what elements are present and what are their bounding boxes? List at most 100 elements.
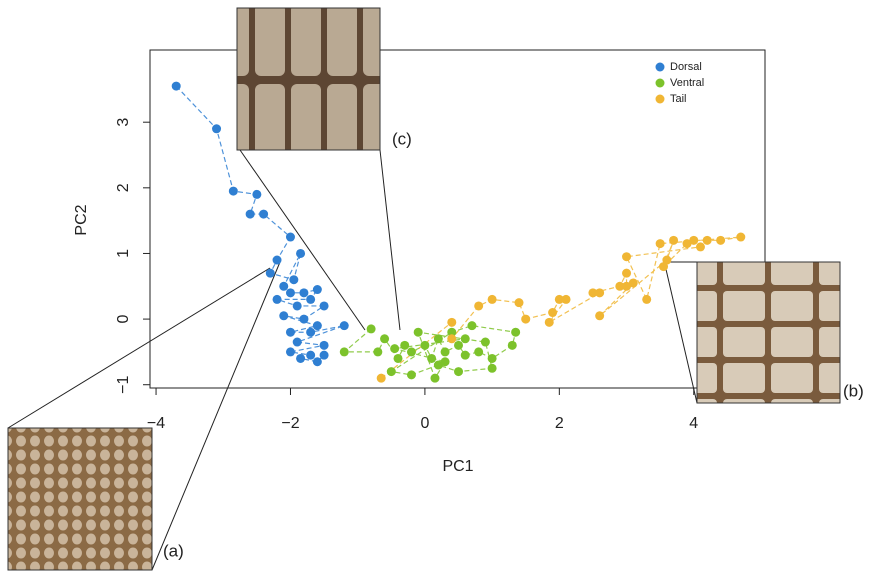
point — [430, 373, 440, 383]
inset-a — [7, 427, 153, 571]
point — [689, 235, 699, 245]
point — [695, 242, 705, 252]
inset-b — [696, 261, 841, 404]
point — [296, 353, 306, 363]
point — [390, 344, 400, 354]
point — [474, 301, 484, 311]
point — [433, 334, 443, 344]
point — [544, 317, 554, 327]
point — [296, 248, 306, 258]
point — [716, 235, 726, 245]
plot: −4 −2 0 2 4 −1 0 1 2 3 Dorsal Ventral Tail — [115, 55, 762, 432]
annotation: (b) — [843, 381, 864, 400]
connectors — [7, 149, 698, 571]
point — [622, 268, 632, 278]
point — [393, 353, 403, 363]
point — [454, 367, 464, 377]
point — [259, 209, 269, 219]
point — [400, 340, 410, 350]
point — [312, 285, 322, 295]
point — [427, 353, 437, 363]
legend-label: Ventral — [670, 77, 704, 89]
y-tick-label: 1 — [115, 249, 132, 258]
series-path — [175, 85, 345, 363]
point — [454, 340, 464, 350]
point — [406, 370, 416, 380]
inset-c — [236, 7, 381, 151]
point — [406, 347, 416, 357]
point — [299, 288, 309, 298]
point — [319, 350, 329, 360]
point — [460, 334, 470, 344]
x-tick-label: −4 — [147, 415, 165, 432]
point — [615, 281, 625, 291]
annotation: (a) — [163, 541, 184, 560]
point — [279, 311, 289, 321]
point — [554, 294, 564, 304]
point — [561, 294, 571, 304]
point — [440, 357, 450, 367]
point — [312, 357, 322, 367]
point — [292, 301, 302, 311]
point — [682, 239, 692, 249]
y-tick-label: 3 — [115, 118, 132, 127]
point — [628, 278, 638, 288]
legend-label: Dorsal — [670, 61, 702, 73]
y-tick-label: 0 — [115, 315, 132, 324]
point — [373, 347, 383, 357]
point — [245, 209, 255, 219]
point — [299, 314, 309, 324]
y-tick-label: 2 — [115, 183, 132, 192]
point — [420, 340, 430, 350]
point — [474, 347, 484, 357]
x-tick-label: −2 — [281, 415, 299, 432]
point — [306, 350, 316, 360]
point — [285, 347, 295, 357]
point — [487, 353, 497, 363]
legend-label: Tail — [670, 93, 687, 105]
point — [212, 124, 222, 134]
point — [487, 294, 497, 304]
point — [289, 275, 299, 285]
legend-marker — [655, 78, 665, 88]
y-axis-label: PC2 — [73, 204, 90, 235]
point — [669, 235, 679, 245]
point — [736, 232, 746, 242]
point — [413, 327, 423, 337]
legend-marker — [655, 62, 665, 72]
point — [279, 281, 289, 291]
point — [339, 347, 349, 357]
point — [306, 294, 316, 304]
point — [588, 288, 598, 298]
point — [514, 298, 524, 308]
point — [292, 337, 302, 347]
legend-box — [650, 55, 762, 110]
x-tick-label: 4 — [689, 415, 698, 432]
point — [171, 81, 181, 91]
point — [319, 340, 329, 350]
plot-frame — [149, 49, 766, 389]
point — [460, 350, 470, 360]
point — [386, 367, 396, 377]
point — [511, 327, 521, 337]
point — [312, 321, 322, 331]
point — [376, 373, 386, 383]
x-tick-label: 2 — [555, 415, 564, 432]
point — [655, 239, 665, 249]
point — [433, 360, 443, 370]
point — [440, 347, 450, 357]
point — [265, 268, 275, 278]
point — [480, 337, 490, 347]
point — [447, 334, 457, 344]
point — [507, 340, 517, 350]
point — [487, 363, 497, 373]
point — [285, 232, 295, 242]
point — [272, 294, 282, 304]
point — [622, 252, 632, 262]
point — [272, 255, 282, 265]
point — [228, 186, 238, 196]
point — [659, 262, 669, 272]
point — [702, 235, 712, 245]
x-axis-label: PC1 — [442, 458, 473, 475]
point — [548, 308, 558, 318]
